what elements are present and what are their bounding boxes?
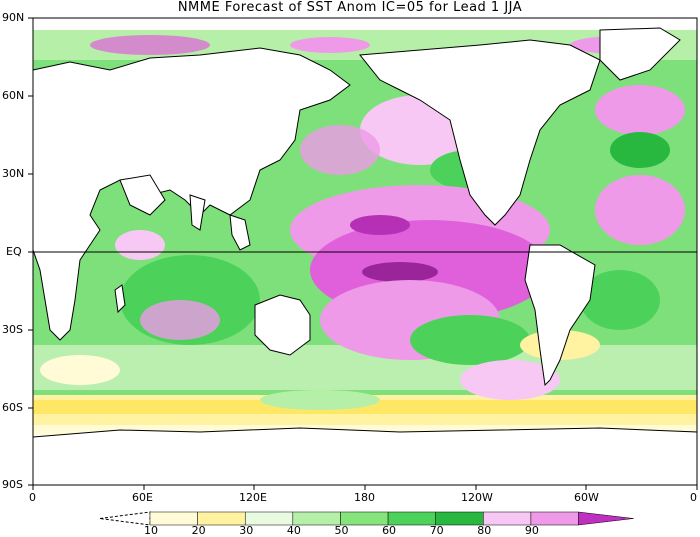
lon-label-120w: 120W [461,491,493,504]
lon-label-120e: 120E [239,491,267,504]
colorbar-label-20: 20 [191,524,206,537]
colorbar-high-extension [578,511,634,526]
lon-label-0: 0 [29,491,36,504]
colorbar-label-80: 80 [477,524,492,537]
lon-label-60e: 60E [132,491,153,504]
colorbar-label-30: 30 [239,524,254,537]
lat-label-60s: 60S [2,401,23,414]
colorbar [99,511,634,526]
land-masses [32,27,698,486]
colorbar-low-extension [99,511,151,526]
lat-label-30s: 30S [2,323,23,336]
lat-label-90s: 90S [2,478,23,491]
lon-label-60w: 60W [574,491,599,504]
colorbar-label-10: 10 [144,524,158,537]
lon-label-0-right: 0 [690,491,697,504]
colorbar-label-50: 50 [334,524,349,537]
lat-label-90n: 90N [2,11,25,24]
colorbar-label-40: 40 [286,524,301,537]
tick-marks [28,17,698,490]
colorbar-label-60: 60 [382,524,397,537]
map-title: NMME Forecast of SST Anom IC=05 for Lead… [177,0,523,15]
colorbar-label-70: 70 [429,524,444,537]
lat-label-eq: EQ [6,245,22,258]
lon-label-180: 180 [354,491,375,504]
colorbar-label-90: 90 [524,524,539,537]
lat-label-60n: 60N [2,89,25,102]
lat-label-30n: 30N [2,167,25,180]
